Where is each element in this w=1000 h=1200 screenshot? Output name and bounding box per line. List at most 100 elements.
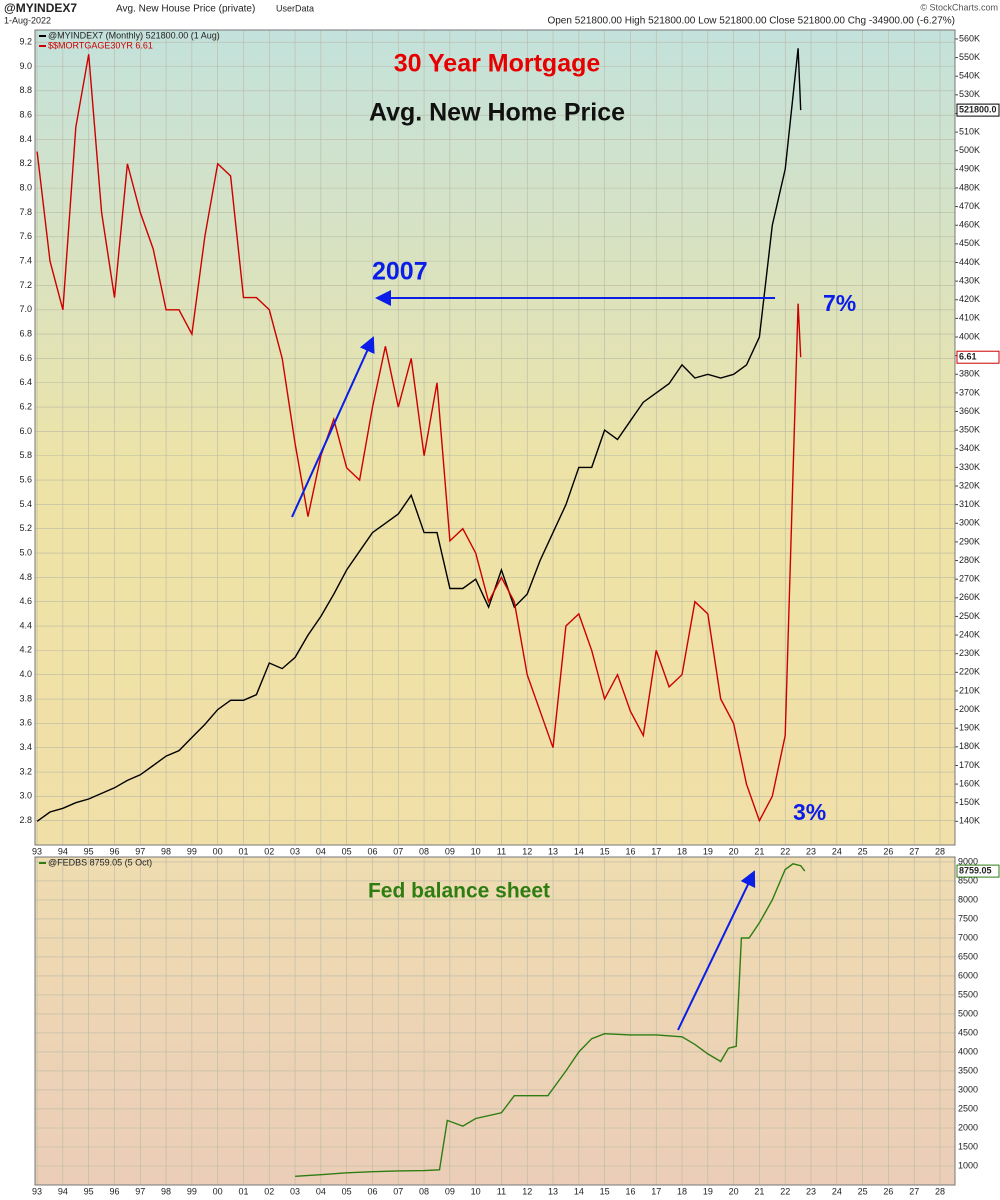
current-value-box (956, 103, 1000, 117)
x-tick-label: 06 (367, 846, 377, 856)
y2-tick-label: 560K (959, 33, 980, 43)
annotation: 7% (823, 290, 856, 316)
x-tick-label: 14 (574, 1186, 584, 1196)
x-tick-label: 06 (367, 1186, 377, 1196)
x-tick-label: 99 (187, 846, 197, 856)
y2-tick-label: 330K (959, 462, 980, 472)
y2-tick-label: 340K (959, 443, 980, 453)
x-tick-label: 02 (264, 1186, 274, 1196)
plot-background (35, 857, 955, 1185)
y2-tick-label: 290K (959, 536, 980, 546)
y-tick-label: 4.0 (19, 669, 32, 679)
y2-tick-label: 470K (959, 201, 980, 211)
y-tick-label: 5.6 (19, 474, 32, 484)
panels: 93 94 95 96 97 98 99 00 01 02 03 04 05 06 07 08 09 10 11 12… (19, 29, 1000, 1196)
x-tick-label: 18 (677, 846, 687, 856)
y-tick-label: 5000 (958, 1008, 978, 1018)
y2-tick-label: 150K (959, 797, 980, 807)
series-line (295, 863, 806, 1177)
x-tick-label: 20 (729, 1186, 739, 1196)
y-tick-label: 3.0 (19, 791, 32, 801)
y-tick-label: 1000 (958, 1160, 978, 1170)
y-tick-label: 2000 (958, 1122, 978, 1132)
x-tick-label: 97 (135, 1186, 145, 1196)
y-tick-label: 2500 (958, 1103, 978, 1113)
x-tick-label: 98 (161, 846, 171, 856)
legend-label: $$MORTGAGE30YR 6.61 (48, 40, 153, 50)
x-tick-label: 10 (471, 1186, 481, 1196)
x-tick-label: 96 (109, 1186, 119, 1196)
y2-tick-label: 440K (959, 257, 980, 267)
x-tick-label: 22 (780, 1186, 790, 1196)
y-tick-label: 3000 (958, 1084, 978, 1094)
legend-label: @MYINDEX7 (Monthly) 521800.00 (1 Aug) (48, 30, 220, 40)
y2-tick-label: 460K (959, 220, 980, 230)
x-tick-label: 19 (703, 846, 713, 856)
current-value-label: 6.61 (959, 352, 977, 362)
annotation: Avg. New Home Price (369, 99, 625, 127)
annotation: Fed balance sheet (368, 880, 550, 903)
arrow (677, 870, 756, 1031)
date: 1-Aug-2022 (4, 15, 51, 25)
x-tick-label: 93 (32, 846, 42, 856)
current-value-label: 8759.05 (959, 865, 992, 875)
annotation: 3% (793, 799, 826, 825)
x-tick-label: 26 (883, 1186, 893, 1196)
y-tick-label: 8500 (958, 875, 978, 885)
x-tick-label: 12 (522, 1186, 532, 1196)
x-tick-label: 21 (754, 846, 764, 856)
quote: Open 521800.00 High 521800.00 Low 521800… (547, 16, 955, 27)
y2-tick-label: 490K (959, 164, 980, 174)
y-tick-label: 7.8 (19, 207, 32, 217)
x-tick-label: 26 (883, 846, 893, 856)
plot-background (35, 30, 955, 845)
x-tick-label: 17 (651, 1186, 661, 1196)
y2-tick-label: 400K (959, 331, 980, 341)
x-tick-label: 12 (522, 846, 532, 856)
y-tick-label: 6.2 (19, 401, 32, 411)
y-tick-label: 5.4 (19, 499, 32, 509)
y-tick-label: 4.2 (19, 645, 32, 655)
annotation: 2007 (372, 258, 428, 286)
y2-tick-label: 260K (959, 592, 980, 602)
description: Avg. New House Price (private) (116, 4, 255, 15)
y-tick-label: 9.2 (19, 37, 32, 47)
y-tick-label: 7000 (958, 932, 978, 942)
x-tick-label: 99 (187, 1186, 197, 1196)
x-tick-label: 95 (84, 846, 94, 856)
x-tick-label: 04 (316, 1186, 326, 1196)
x-tick-label: 20 (729, 846, 739, 856)
y2-tick-label: 200K (959, 704, 980, 714)
y-tick-label: 5500 (958, 989, 978, 999)
y-tick-label: 7500 (958, 913, 978, 923)
series-line (36, 54, 802, 823)
y-tick-label: 8.8 (19, 85, 32, 95)
y2-tick-label: 360K (959, 406, 980, 416)
y2-tick-label: 140K (959, 816, 980, 826)
y2-tick-label: 350K (959, 425, 980, 435)
y2-tick-label: 310K (959, 499, 980, 509)
y2-tick-label: 480K (959, 182, 980, 192)
plot-border (34, 856, 956, 1186)
y2-tick-label: 420K (959, 294, 980, 304)
x-tick-label: 11 (497, 846, 506, 856)
y-tick-label: 7.6 (19, 231, 32, 241)
y-tick-label: 6.4 (19, 377, 32, 387)
y2-tick-label: 280K (959, 555, 980, 565)
x-tick-label: 95 (84, 1186, 94, 1196)
x-tick-label: 07 (393, 1186, 403, 1196)
x-tick-label: 15 (600, 1186, 610, 1196)
x-tick-label: 28 (935, 846, 945, 856)
x-tick-label: 16 (625, 1186, 635, 1196)
x-tick-label: 17 (651, 846, 661, 856)
y2-tick-label: 550K (959, 52, 980, 62)
y-tick-label: 7.2 (19, 280, 32, 290)
symbol: @MYINDEX7 (4, 1, 77, 15)
y-tick-label: 6500 (958, 951, 978, 961)
y-tick-label: 7.4 (19, 255, 32, 265)
current-value-box (956, 350, 1000, 364)
y-tick-label: 6.6 (19, 353, 32, 363)
y2-tick-label: 240K (959, 629, 980, 639)
y-tick-label: 5.0 (19, 547, 32, 557)
